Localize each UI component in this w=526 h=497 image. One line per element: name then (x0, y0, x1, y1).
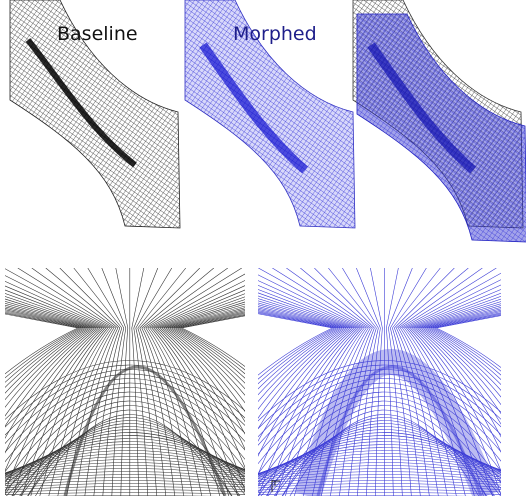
figure: Baseline Morphed (0, 0, 526, 497)
panel-label: Morphed (233, 23, 317, 45)
page: Baseline Morphed (() => { const data = J… (0, 0, 526, 497)
overlay-mesh (353, 0, 526, 242)
panel-label: Baseline (57, 23, 138, 45)
